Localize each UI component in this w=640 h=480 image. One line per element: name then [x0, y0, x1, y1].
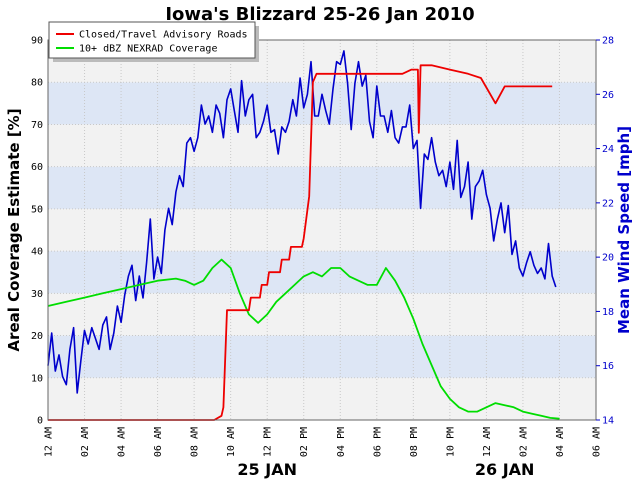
date-label: 25 JAN	[237, 460, 297, 479]
plot-frame	[47, 39, 597, 421]
x-tick-label: 02 AM	[80, 427, 91, 457]
right-tick-label: 20	[602, 253, 614, 264]
left-tick-label: 40	[31, 247, 43, 258]
x-tick-label: 12 AM	[482, 427, 493, 457]
x-tick-label: 04 AM	[117, 427, 128, 457]
series-line-wind	[47, 50, 557, 394]
x-tick-label: 10 PM	[445, 427, 456, 457]
x-tick-label: 12 AM	[44, 427, 55, 457]
left-tick-label: 70	[31, 120, 43, 131]
x-tick-label: 12 PM	[263, 427, 274, 457]
right-axis-label: Mean Wind Speed [mph]	[615, 126, 633, 334]
right-tick-label: 22	[602, 198, 614, 209]
right-tick-label: 28	[602, 36, 614, 47]
band-6	[48, 124, 596, 167]
x-tick-label: 08 AM	[190, 427, 201, 457]
right-tick-label: 26	[602, 90, 614, 101]
legend-label-nexrad: 10+ dBZ NEXRAD Coverage	[79, 44, 217, 55]
left-tick-label: 0	[37, 416, 43, 427]
x-tick-label: 02 AM	[518, 427, 529, 457]
x-tick-label: 10 AM	[226, 427, 237, 457]
legend-box	[48, 21, 256, 59]
left-axis-label: Areal Coverage Estimate [%]	[5, 108, 23, 351]
series-line-roads	[48, 64, 553, 421]
series-line-nexrad	[47, 258, 560, 420]
legend-label-roads: Closed/Travel Advisory Roads	[79, 30, 248, 41]
x-tick-label: 08 PM	[409, 427, 420, 457]
left-tick-label: 10	[31, 373, 43, 384]
band-5	[48, 166, 596, 209]
left-axis-ticks: 0 10 20 30 40 50 60 70 80 90	[31, 36, 43, 427]
right-tick-label: 16	[602, 361, 614, 372]
left-tick-label: 80	[31, 78, 43, 89]
series-layer	[47, 50, 560, 421]
x-tick-label: 06 AM	[153, 427, 164, 457]
right-tick-label: 24	[602, 144, 614, 155]
band-7	[48, 82, 596, 125]
right-axis-ticks: 14 16 18 20 22 24 26 28	[596, 36, 614, 427]
x-axis-ticks: 12 AM 02 AM 04 AM 06 AM 08 AM 10 AM 12 PM 02 PM…	[44, 427, 603, 457]
band-3	[48, 251, 596, 294]
band-0	[48, 377, 596, 420]
left-tick-label: 30	[31, 289, 43, 300]
left-tick-label: 60	[31, 162, 43, 173]
x-tick-label: 04 AM	[555, 427, 566, 457]
right-tick-label: 18	[602, 307, 614, 318]
legend: Closed/Travel Advisory Roads 10+ dBZ NEX…	[48, 21, 259, 62]
x-tick-label: 02 PM	[299, 427, 310, 457]
left-tick-label: 20	[31, 331, 43, 342]
x-tick-label: 06 AM	[592, 427, 603, 457]
left-tick-label: 90	[31, 36, 43, 47]
x-tick-label: 06 PM	[372, 427, 383, 457]
date-labels: 25 JAN 26 JAN	[237, 460, 534, 479]
left-tick-label: 50	[31, 204, 43, 215]
band-2	[48, 293, 596, 336]
band-1	[48, 335, 596, 378]
chart-title: Iowa's Blizzard 25-26 Jan 2010	[165, 4, 474, 25]
x-tick-label: 04 PM	[336, 427, 347, 457]
right-tick-label: 14	[602, 416, 614, 427]
date-label: 26 JAN	[475, 460, 535, 479]
